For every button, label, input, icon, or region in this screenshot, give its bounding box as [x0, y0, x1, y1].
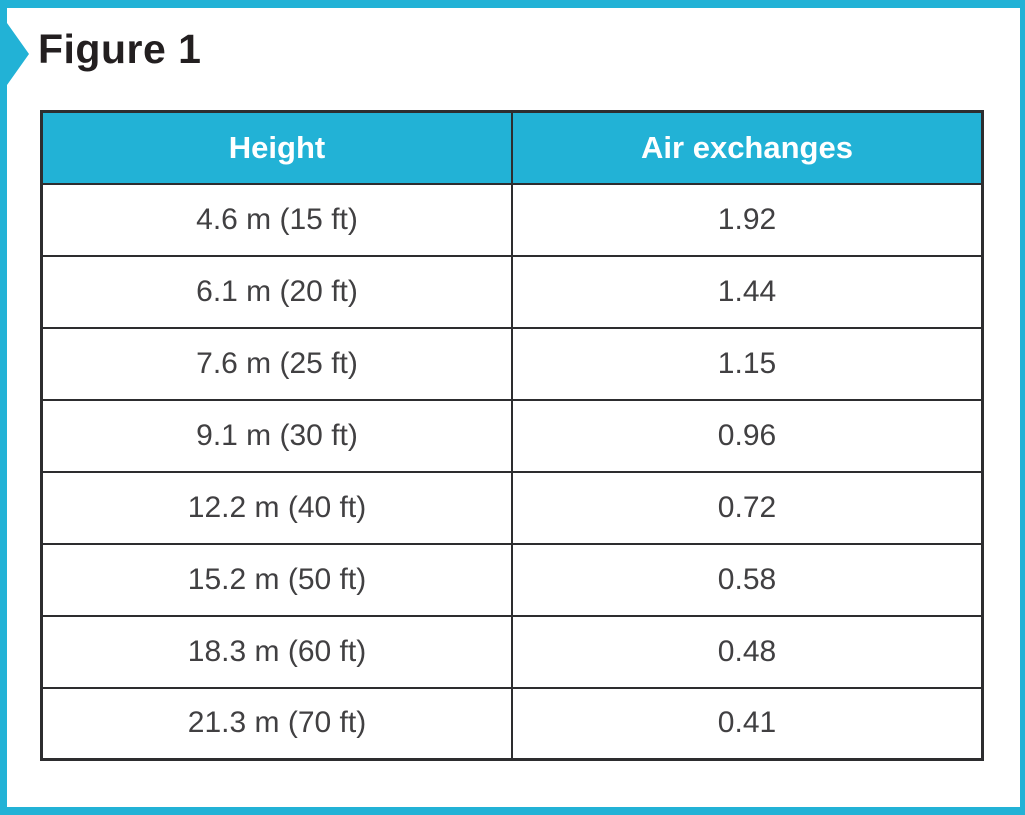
air-exchanges-cell: 0.72 — [511, 470, 984, 545]
height-cell: 9.1 m (30 ft) — [40, 398, 513, 473]
air-exchanges-cell: 0.48 — [511, 614, 984, 689]
air-exchanges-table: Height Air exchanges 4.6 m (15 ft) 1.92 6.… — [40, 110, 984, 761]
table-row: 6.1 m (20 ft) 1.44 — [40, 254, 984, 329]
air-exchanges-cell: 1.15 — [511, 326, 984, 401]
table-row: 9.1 m (30 ft) 0.96 — [40, 398, 984, 473]
air-exchanges-cell: 1.92 — [511, 182, 984, 257]
frame-left-bar — [0, 0, 7, 815]
height-cell: 12.2 m (40 ft) — [40, 470, 513, 545]
height-cell: 21.3 m (70 ft) — [40, 686, 513, 761]
height-cell: 15.2 m (50 ft) — [40, 542, 513, 617]
table-row: 7.6 m (25 ft) 1.15 — [40, 326, 984, 401]
figure-title: Figure 1 — [38, 26, 202, 72]
frame-bottom-bar — [0, 807, 1025, 815]
frame-top-bar — [0, 0, 1025, 8]
table-row: 21.3 m (70 ft) 0.41 — [40, 686, 984, 761]
air-exchanges-cell: 0.41 — [511, 686, 984, 761]
table-row: 18.3 m (60 ft) 0.48 — [40, 614, 984, 689]
frame-right-bar — [1020, 0, 1025, 815]
header-cell-height: Height — [40, 110, 513, 185]
height-cell: 18.3 m (60 ft) — [40, 614, 513, 689]
table-header: Height Air exchanges — [40, 110, 984, 185]
air-exchanges-cell: 1.44 — [511, 254, 984, 329]
arrow-right-icon — [7, 23, 29, 85]
height-cell: 7.6 m (25 ft) — [40, 326, 513, 401]
header-row: Height Air exchanges — [40, 110, 984, 185]
height-cell: 4.6 m (15 ft) — [40, 182, 513, 257]
height-cell: 6.1 m (20 ft) — [40, 254, 513, 329]
header-cell-air-exchanges: Air exchanges — [511, 110, 984, 185]
table-body: 4.6 m (15 ft) 1.92 6.1 m (20 ft) 1.44 7.6 m … — [40, 182, 984, 761]
table-row: 15.2 m (50 ft) 0.58 — [40, 542, 984, 617]
air-exchanges-cell: 0.96 — [511, 398, 984, 473]
table-row: 12.2 m (40 ft) 0.72 — [40, 470, 984, 545]
air-exchanges-cell: 0.58 — [511, 542, 984, 617]
table-row: 4.6 m (15 ft) 1.92 — [40, 182, 984, 257]
